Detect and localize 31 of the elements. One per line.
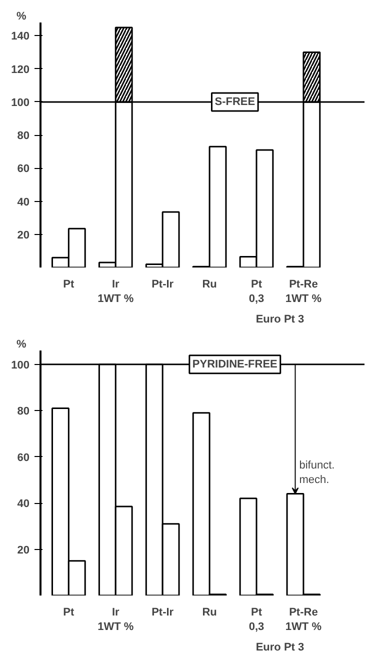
ref-line-label: S-FREE xyxy=(214,96,256,108)
y-tick-label: 100 xyxy=(11,359,30,372)
annotation: bifunct. mech. xyxy=(299,459,335,486)
ref-line-label: PYRIDINE-FREE xyxy=(192,358,278,370)
text: Euro Pt 3 xyxy=(256,314,304,326)
y-tick-label: 80 xyxy=(17,406,30,418)
y-tick-label: 60 xyxy=(17,163,30,176)
y-tick-label: 40 xyxy=(17,196,30,208)
x-tick-label: Pt-Ir xyxy=(152,278,174,290)
x-tick-label: Ru xyxy=(202,606,217,618)
x-tick-label: Ir 1WT % xyxy=(98,606,134,633)
x-tick-label: Ir 1WT % xyxy=(98,278,134,305)
x-tick-label: Pt-Ir xyxy=(152,606,174,618)
y-tick-label: 20 xyxy=(17,544,30,556)
y-tick-label: 80 xyxy=(17,130,30,142)
text: Euro Pt 3 xyxy=(256,642,304,654)
x-tick-label: Pt-Re 1WT % xyxy=(285,606,322,633)
y-tick-label: 60 xyxy=(17,452,30,464)
y-tick-label: 100 xyxy=(11,96,30,109)
x-tick-label: Ru xyxy=(202,278,217,290)
x-tick-label: Pt 0,3 xyxy=(248,278,264,305)
y-axis-title: % xyxy=(16,10,26,22)
x-tick-label: Pt xyxy=(63,606,75,618)
y-tick-label: 20 xyxy=(17,229,30,242)
y-tick-label: 140 xyxy=(11,30,30,43)
y-axis-title: % xyxy=(16,338,26,350)
y-tick-label: 40 xyxy=(17,498,30,510)
y-tick-label: 120 xyxy=(11,64,30,76)
x-tick-label: Pt 0,3 xyxy=(248,606,264,633)
x-tick-label: Pt-Re 1WT % xyxy=(285,278,322,305)
x-tick-label: Pt xyxy=(63,278,75,290)
